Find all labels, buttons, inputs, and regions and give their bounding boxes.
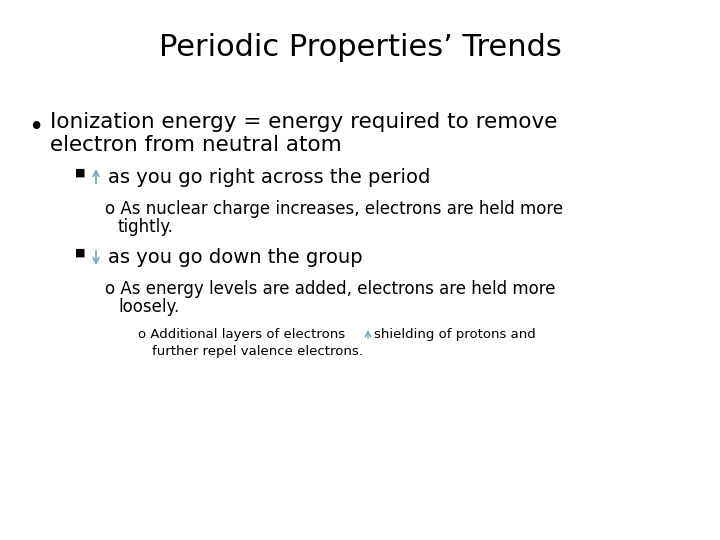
Text: o As nuclear charge increases, electrons are held more: o As nuclear charge increases, electrons… bbox=[105, 200, 563, 218]
Text: as you go right across the period: as you go right across the period bbox=[108, 168, 431, 187]
Text: o Additional layers of electrons: o Additional layers of electrons bbox=[138, 328, 345, 341]
Text: ■: ■ bbox=[75, 168, 86, 178]
Text: tightly.: tightly. bbox=[118, 218, 174, 236]
Text: ■: ■ bbox=[75, 248, 86, 258]
Text: further repel valence electrons.: further repel valence electrons. bbox=[152, 345, 363, 358]
Text: as you go down the group: as you go down the group bbox=[108, 248, 363, 267]
Text: shielding of protons and: shielding of protons and bbox=[374, 328, 536, 341]
Text: o As energy levels are added, electrons are held more: o As energy levels are added, electrons … bbox=[105, 280, 556, 298]
Text: loosely.: loosely. bbox=[118, 298, 179, 316]
Text: Ionization energy = energy required to remove: Ionization energy = energy required to r… bbox=[50, 112, 557, 132]
Text: •: • bbox=[28, 115, 43, 141]
Text: electron from neutral atom: electron from neutral atom bbox=[50, 135, 342, 155]
Text: Periodic Properties’ Trends: Periodic Properties’ Trends bbox=[158, 33, 562, 63]
